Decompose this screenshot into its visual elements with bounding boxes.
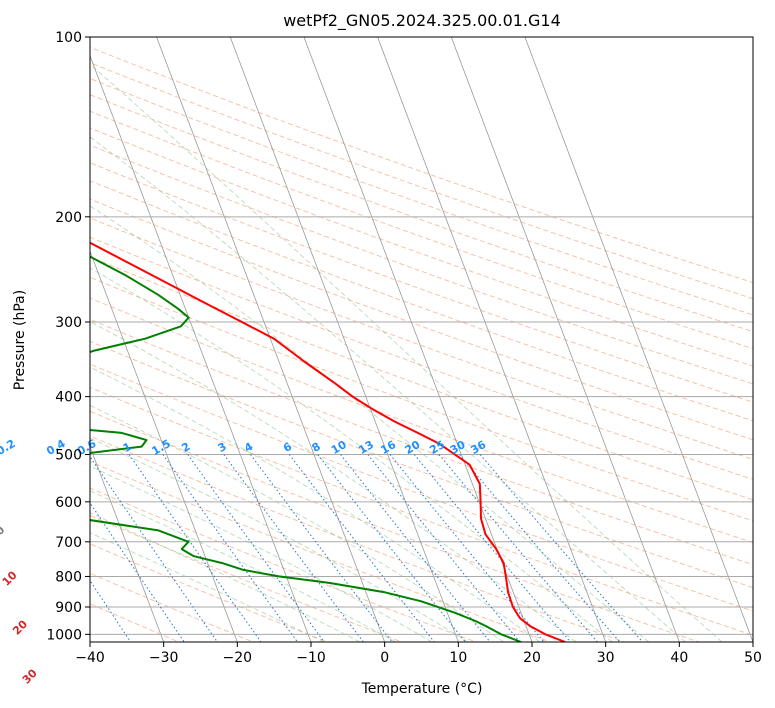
mixing-ratio-line — [438, 454, 598, 642]
y-tick-label: 500 — [55, 448, 82, 464]
isotherm — [450, 37, 680, 642]
mixing-ratio-line — [223, 454, 364, 642]
y-tick-label: 100 — [55, 30, 82, 46]
chart-title: wetPf2_GN05.2024.325.00.01.G14 — [283, 11, 561, 31]
isotherm — [303, 37, 533, 642]
y-tick-label: 300 — [55, 315, 82, 331]
mixing-ratio-line — [162, 454, 298, 642]
x-tick-label: 0 — [380, 650, 389, 666]
isotherm — [90, 250, 238, 642]
x-tick-label: 40 — [670, 650, 688, 666]
isotherm — [90, 54, 312, 642]
x-tick-label: 30 — [597, 650, 615, 666]
dry-adiabat — [90, 487, 477, 642]
mixing-ratio-line — [250, 454, 393, 642]
x-tick-label: −10 — [296, 650, 326, 666]
dry-adiabat — [90, 110, 753, 350]
mixing-ratio-line — [340, 454, 491, 642]
mixing-ratio-line — [317, 454, 466, 642]
dry-adiabat — [90, 46, 753, 284]
isotherm — [524, 37, 753, 642]
temperature-profile — [90, 241, 566, 642]
dry-adiabat — [90, 256, 753, 501]
dry-adiabat — [90, 514, 402, 642]
mixing-ratio-line — [90, 455, 218, 642]
x-tick-label: −40 — [75, 650, 105, 666]
moist-adiabat — [90, 267, 613, 642]
dry-adiabat — [90, 162, 753, 403]
moist-adiabat — [90, 490, 397, 642]
mixing-ratio-line — [128, 454, 262, 642]
y-tick-label: 600 — [55, 495, 82, 511]
y-tick-label: 700 — [55, 535, 82, 551]
x-tick-label: 10 — [449, 650, 467, 666]
moist-adiabat — [90, 136, 686, 642]
x-tick-label: −30 — [149, 650, 179, 666]
x-tick-label: 50 — [744, 650, 762, 666]
y-tick-label: 200 — [55, 210, 82, 226]
x-tick-label: −20 — [223, 650, 253, 666]
dry-adiabat — [90, 180, 753, 422]
dry-adiabat — [90, 78, 753, 316]
y-tick-label: 400 — [55, 390, 82, 406]
mixing-ratio-line — [459, 454, 621, 642]
y-tick-label: 1000 — [46, 627, 82, 643]
x-tick-label: 20 — [523, 650, 541, 666]
dry-adiabat — [90, 340, 753, 589]
mixing-ratio-line — [389, 454, 545, 642]
y-axis-label: Pressure (hPa) — [12, 290, 28, 390]
moist-adiabat — [90, 366, 541, 642]
plot-area — [90, 37, 753, 642]
y-tick-label: 900 — [55, 600, 82, 616]
dry-adiabat — [90, 386, 753, 636]
axes: −40 −30 −20 −10 0 10 20 30 40 50 100 200 300 400 500 60… — [46, 30, 762, 666]
isotherm — [90, 445, 165, 642]
dry-adiabat — [90, 363, 753, 612]
x-axis-label: Temperature (°C) — [361, 681, 483, 697]
dry-adiabat-label: 0 — [0, 523, 8, 538]
moist-adiabat — [90, 321, 577, 642]
mixing-ratio-line — [479, 454, 643, 642]
mixing-ratio-line — [413, 454, 571, 642]
dry-adiabat — [90, 236, 753, 480]
moist-adiabat — [90, 205, 650, 642]
isotherm — [156, 37, 386, 642]
mixing-ratio-line — [90, 502, 185, 642]
plot-frame — [89, 36, 754, 643]
dry-adiabat — [90, 297, 753, 544]
isotherm — [229, 37, 459, 642]
dewpoint-profile — [90, 255, 522, 642]
moist-adiabat — [90, 437, 469, 642]
moist-adiabat — [90, 404, 505, 642]
y-tick-label: 800 — [55, 569, 82, 585]
moist-adiabat — [90, 532, 325, 642]
moist-adiabat — [90, 512, 361, 642]
mixing-ratio-line — [367, 454, 521, 642]
series-layer — [90, 241, 566, 642]
isotherm — [377, 37, 607, 642]
dry-adiabat — [90, 461, 551, 642]
